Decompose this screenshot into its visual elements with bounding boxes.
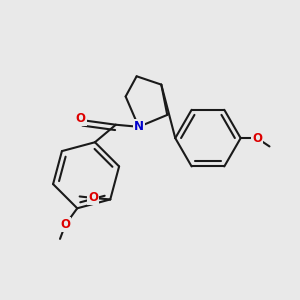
Text: O: O [252, 132, 262, 145]
Text: O: O [60, 218, 70, 231]
Text: O: O [88, 191, 98, 204]
Text: O: O [76, 112, 86, 125]
Text: N: N [134, 120, 144, 133]
